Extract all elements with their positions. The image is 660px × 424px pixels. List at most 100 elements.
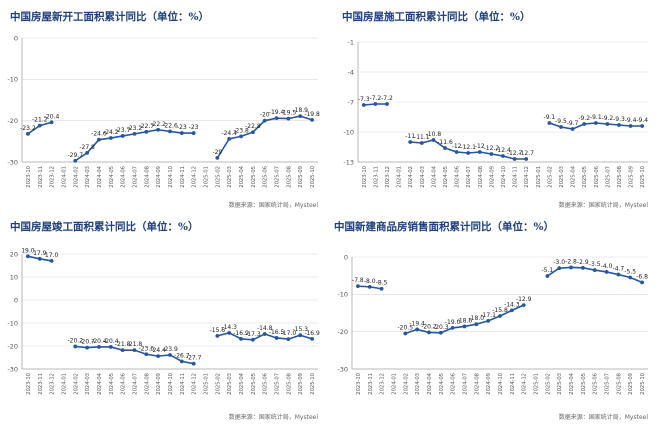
data-label: -20 xyxy=(260,112,270,119)
data-point xyxy=(356,284,360,289)
data-point xyxy=(559,125,563,129)
y-tick-label: -20 xyxy=(7,342,18,350)
x-tick-label: 2025-03 xyxy=(559,166,565,188)
data-label: -19.8 xyxy=(304,111,320,118)
data-point xyxy=(617,123,621,127)
x-tick-label: 2024-01 xyxy=(391,373,397,395)
y-tick-label: -10 xyxy=(7,76,18,84)
y-tick-label: 10 xyxy=(10,273,18,281)
data-label: -20.7 xyxy=(79,339,95,346)
x-tick-label: 2023-12 xyxy=(50,166,56,188)
data-point xyxy=(367,284,372,289)
data-label: -12.1 xyxy=(460,144,476,151)
data-label: -12 xyxy=(452,143,462,150)
x-tick-label: 2024-06 xyxy=(455,166,461,188)
x-tick-label: 2024-08 xyxy=(478,166,484,188)
data-point xyxy=(168,353,172,357)
chart-panel-under-construction: 中国房屋施工面积累计同比（单位：%） 数据来源：国家统计局，Mysteel -1… xyxy=(330,0,660,212)
y-tick-label: 0 xyxy=(14,296,18,304)
data-label: -9.1 xyxy=(544,114,556,121)
data-label: -12.4 xyxy=(495,147,511,154)
data-point xyxy=(37,123,42,128)
data-point xyxy=(640,280,644,285)
x-tick-label: 2025-04 xyxy=(239,372,245,394)
data-label: -9.4 xyxy=(636,117,648,124)
data-point xyxy=(512,157,517,161)
x-tick-label: 2024-01 xyxy=(61,373,67,395)
data-label: -19.4 xyxy=(409,320,425,327)
data-point xyxy=(156,127,161,132)
x-tick-label: 2025-07 xyxy=(605,373,611,395)
data-point xyxy=(132,348,137,353)
data-label: -11.6 xyxy=(437,139,453,146)
data-point xyxy=(227,330,232,335)
data-point xyxy=(179,131,184,135)
chart-title: 中国房屋施工面积累计同比（单位：%） xyxy=(342,10,530,23)
source-note: 数据来源：国家统计局，Mysteel xyxy=(229,201,319,209)
data-label: 17.0 xyxy=(45,252,59,259)
x-tick-label: 2024-06 xyxy=(121,166,127,188)
data-label: -19.0 xyxy=(445,319,461,326)
x-tick-label: 2025-02 xyxy=(547,166,553,188)
data-point xyxy=(580,265,585,270)
data-label: -22.2 xyxy=(150,121,166,128)
data-point xyxy=(431,138,436,142)
x-tick-label: 2025-02 xyxy=(215,166,221,188)
x-tick-label: 2024-04 xyxy=(427,372,433,394)
x-tick-label: 2024-11 xyxy=(180,166,186,188)
data-label: -7.8 xyxy=(352,277,364,284)
x-tick-label: 2023-12 xyxy=(385,166,391,188)
y-tick-label: -4 xyxy=(348,68,354,76)
x-tick-label: 2024-10 xyxy=(168,373,174,395)
x-tick-label: 2023-12 xyxy=(380,373,386,395)
y-tick-label: -13 xyxy=(343,158,354,166)
data-point xyxy=(298,333,303,338)
data-point xyxy=(239,134,243,139)
data-label: -4.7 xyxy=(613,266,625,273)
data-label: -16.9 xyxy=(304,330,320,337)
x-tick-label: 2023-11 xyxy=(368,373,374,395)
data-point xyxy=(408,140,413,144)
x-tick-label: 2025-09 xyxy=(629,166,635,188)
data-point xyxy=(501,154,505,158)
x-tick-label: 2025-03 xyxy=(227,166,233,188)
chart-title: 中国房屋竣工面积累计同比（单位：%） xyxy=(10,220,198,233)
data-label: -11 xyxy=(405,133,415,140)
data-label: -10.8 xyxy=(426,131,442,138)
x-tick-label: 2025-06 xyxy=(593,373,599,395)
x-tick-label: 2023-10 xyxy=(356,373,362,395)
x-tick-label: 2023-10 xyxy=(26,373,32,395)
data-label: -3.5 xyxy=(589,261,601,268)
data-point xyxy=(605,122,610,126)
data-point xyxy=(120,134,125,138)
x-tick-label: 2025-09 xyxy=(628,373,634,395)
chart-svg: 中国房屋竣工面积累计同比（单位：%） 数据来源：国家统计局，Mysteel 20… xyxy=(7,220,320,421)
data-point xyxy=(628,124,633,128)
data-point xyxy=(474,322,479,327)
data-point xyxy=(466,151,471,155)
x-tick-label: 2024-09 xyxy=(156,166,162,188)
data-point xyxy=(274,336,279,340)
x-tick-label: 2024-12 xyxy=(524,166,530,188)
x-tick-label: 2024-03 xyxy=(85,166,91,188)
data-point xyxy=(120,348,125,353)
x-tick-label: 2025-08 xyxy=(617,166,623,188)
x-tick-label: 2024-05 xyxy=(109,373,115,395)
x-tick-label: 2025-07 xyxy=(275,373,281,395)
x-tick-label: 2025-10 xyxy=(640,166,646,188)
x-tick-label: 2025-08 xyxy=(286,373,292,395)
data-point xyxy=(286,116,291,121)
y-tick-label: 0 xyxy=(14,34,18,42)
x-tick-label: 2023-10 xyxy=(26,166,32,188)
data-point xyxy=(454,150,459,154)
x-tick-label: 2024-11 xyxy=(180,373,186,395)
data-point xyxy=(108,345,113,349)
x-tick-label: 2024-05 xyxy=(439,373,445,395)
x-tick-label: 2024-07 xyxy=(132,166,138,188)
data-label: -20.3 xyxy=(433,324,449,331)
x-tick-label: 2024-08 xyxy=(474,373,480,395)
data-point xyxy=(227,136,232,141)
y-tick-label: -30 xyxy=(337,365,348,373)
data-label: -27.8 xyxy=(79,144,95,151)
data-label: -18.0 xyxy=(469,315,485,322)
